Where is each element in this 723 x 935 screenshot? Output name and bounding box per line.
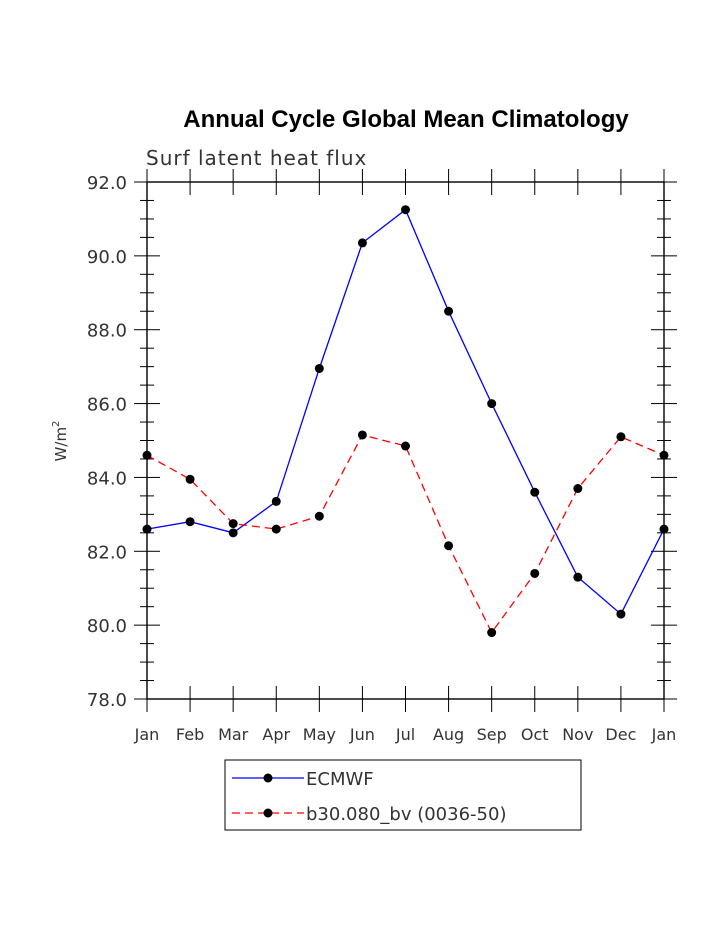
y-tick-label: 92.0 [87, 173, 127, 194]
series-1-point [357, 430, 367, 440]
y-axis-label-superscript: 2 [51, 421, 62, 427]
series-1-point [659, 450, 669, 460]
series-0-point [228, 528, 238, 538]
x-tick-label: Jan [651, 725, 677, 744]
x-tick-label: May [303, 725, 336, 744]
x-tick-label: Jul [395, 725, 415, 744]
series-0-point [401, 205, 410, 215]
legend-items: ECMWF b30.080_bv (0036-50) [232, 769, 506, 825]
series-1-point [530, 568, 540, 578]
series-0-point [185, 517, 195, 527]
series-0-point [271, 496, 281, 506]
legend-marker-1 [263, 808, 273, 818]
chart-subtitle: Surf latent heat flux [146, 146, 367, 170]
series-1-point [142, 450, 152, 460]
series-1-point [228, 519, 238, 529]
series-1-point [401, 441, 410, 451]
y-tick-label: 82.0 [87, 542, 127, 563]
series-1-point [271, 524, 281, 534]
x-tick-label: Jun [349, 725, 375, 744]
series-0-point [487, 399, 497, 409]
series-0-point [573, 572, 583, 582]
y-axis-label: W/m2 [51, 421, 70, 462]
plot-axes [146, 181, 665, 700]
series-0-point [616, 609, 626, 619]
series-0-point [659, 524, 669, 534]
x-tick-label: Mar [218, 725, 249, 744]
series-layer [142, 205, 669, 638]
x-tick-label: Oct [521, 725, 549, 744]
y-tick-label: 84.0 [87, 468, 127, 489]
series-1-point [487, 628, 497, 638]
y-tick-label: 86.0 [87, 395, 127, 416]
legend-label-1: b30.080_bv (0036-50) [306, 804, 506, 825]
x-tick-label: Jan [134, 725, 160, 744]
series-line-0 [146, 208, 665, 616]
x-tick-label: Apr [262, 725, 290, 744]
legend-marker-0 [263, 773, 273, 783]
y-tick-label: 90.0 [87, 247, 127, 268]
series-1-point [185, 474, 195, 484]
x-tick-label: Nov [562, 725, 593, 744]
legend: ECMWF b30.080_bv (0036-50) [224, 759, 582, 831]
plot-frame [146, 181, 665, 700]
x-tick-label: Aug [433, 725, 464, 744]
tick-labels: 78.0 80.0 82.0 84.0 86.0 88.0 90.0 92.0 Jan Feb Ma… [87, 173, 676, 744]
series-0-point [444, 306, 454, 316]
series-1-point [573, 484, 583, 494]
series-1-point [616, 432, 626, 442]
legend-label-0: ECMWF [306, 769, 374, 790]
x-tick-label: Sep [477, 725, 507, 744]
y-axis-label-base: W/m [52, 427, 70, 462]
series-0-point [357, 238, 367, 248]
axis-ticks [134, 169, 677, 712]
legend-box [224, 759, 582, 831]
series-1-point [314, 511, 324, 521]
x-tick-label: Dec [605, 725, 636, 744]
y-tick-label: 78.0 [87, 690, 127, 711]
y-tick-label: 88.0 [87, 321, 127, 342]
series-0-point [142, 524, 152, 534]
x-tick-label: Feb [176, 725, 204, 744]
chart-title: Annual Cycle Global Mean Climatology [183, 106, 629, 133]
series-1-point [444, 541, 454, 551]
series-line-1 [146, 434, 665, 634]
series-0-point [314, 363, 324, 373]
series-0-point [530, 487, 540, 497]
y-tick-label: 80.0 [87, 616, 127, 637]
